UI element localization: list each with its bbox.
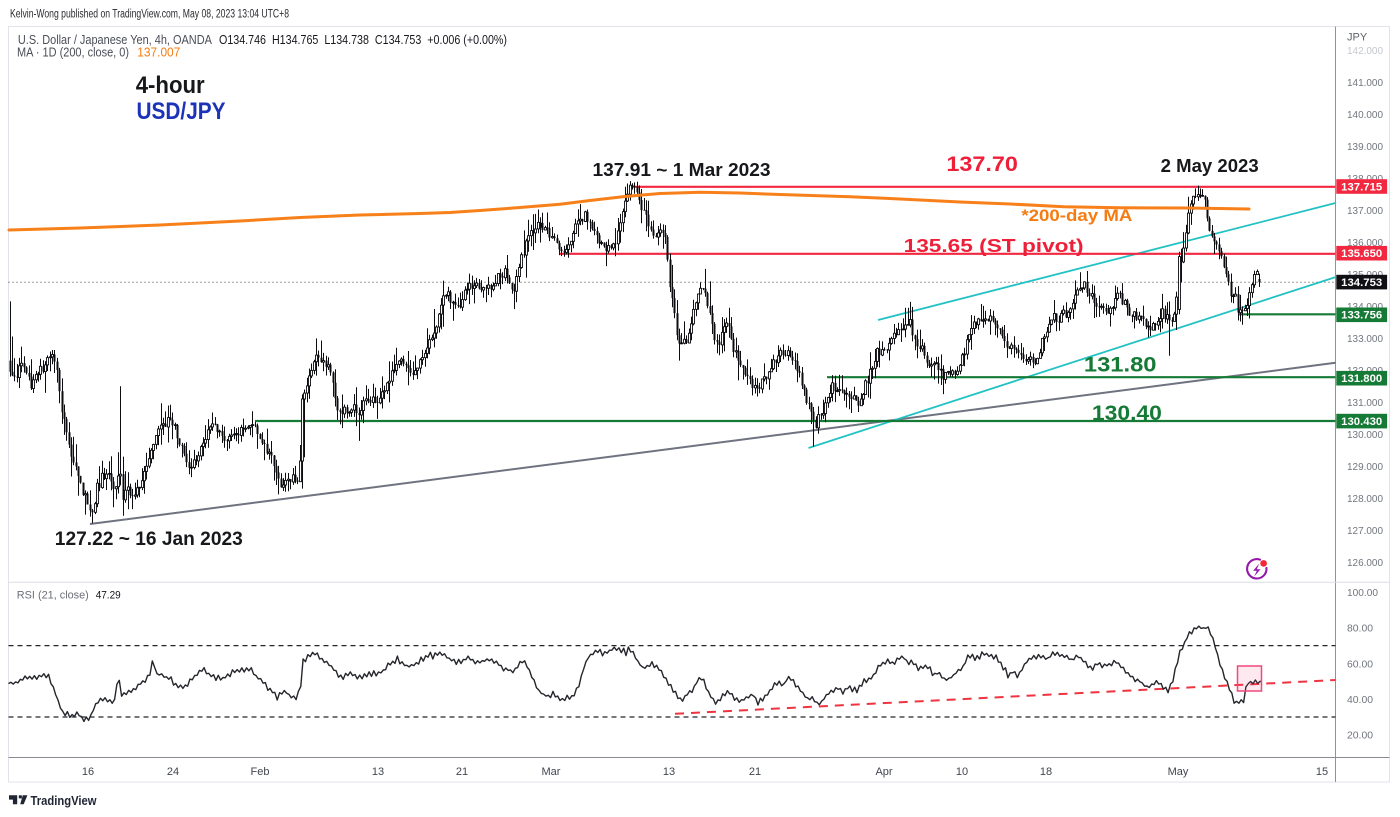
- svg-text:126.000: 126.000: [1347, 557, 1383, 569]
- svg-text:60.00: 60.00: [1347, 658, 1373, 670]
- svg-text:18: 18: [1040, 766, 1052, 778]
- svg-text:20.00: 20.00: [1347, 730, 1373, 742]
- svg-text:140.000: 140.000: [1347, 109, 1383, 121]
- svg-text:2 May 2023: 2 May 2023: [1161, 156, 1259, 176]
- svg-text:TradingView: TradingView: [31, 793, 98, 808]
- svg-text:141.000: 141.000: [1347, 77, 1383, 89]
- svg-text:21: 21: [456, 766, 468, 778]
- svg-text:Feb: Feb: [251, 766, 270, 778]
- svg-text:127.22 ~ 16 Jan 2023: 127.22 ~ 16 Jan 2023: [55, 529, 243, 550]
- svg-text:*200-day MA: *200-day MA: [1021, 206, 1132, 225]
- svg-text:47.29: 47.29: [96, 590, 121, 602]
- svg-text:137.007: 137.007: [137, 45, 180, 60]
- svg-text:137.715: 137.715: [1341, 181, 1382, 193]
- svg-text:135.650: 135.650: [1341, 248, 1382, 260]
- svg-text:137.70: 137.70: [946, 153, 1018, 176]
- svg-text:Apr: Apr: [875, 766, 892, 778]
- svg-text:16: 16: [82, 766, 94, 778]
- svg-text:134.753: 134.753: [1341, 277, 1382, 289]
- svg-text:80.00: 80.00: [1347, 623, 1373, 635]
- svg-text:21: 21: [749, 766, 761, 778]
- svg-text:137.000: 137.000: [1347, 205, 1383, 217]
- svg-text:RSI (21, close): RSI (21, close): [17, 590, 89, 602]
- svg-text:131.000: 131.000: [1347, 397, 1383, 409]
- svg-text:130.430: 130.430: [1341, 416, 1382, 428]
- svg-text:137.91 ~ 1 Mar 2023: 137.91 ~ 1 Mar 2023: [593, 160, 771, 180]
- svg-text:USD/JPY: USD/JPY: [137, 98, 226, 125]
- svg-text:Kelvin-Wong published on Tradi: Kelvin-Wong published on TradingView.com…: [10, 9, 289, 21]
- svg-text:142.000: 142.000: [1347, 45, 1383, 57]
- svg-text:13: 13: [663, 766, 675, 778]
- svg-text:24: 24: [167, 766, 179, 778]
- svg-text:4-hour: 4-hour: [136, 72, 205, 99]
- svg-text:130.000: 130.000: [1347, 429, 1383, 441]
- svg-text:100.00: 100.00: [1347, 587, 1378, 599]
- svg-text:131.800: 131.800: [1341, 373, 1382, 385]
- svg-text:131.80: 131.80: [1084, 354, 1157, 377]
- svg-text:133.756: 133.756: [1341, 310, 1382, 322]
- svg-text:128.000: 128.000: [1347, 493, 1383, 505]
- svg-text:JPY: JPY: [1347, 32, 1368, 44]
- svg-text:May: May: [1168, 766, 1189, 778]
- svg-text:127.000: 127.000: [1347, 525, 1383, 537]
- svg-text:40.00: 40.00: [1347, 694, 1373, 706]
- svg-text:O134.746 H134.765 L134.738: O134.746 H134.765 L134.738 C134.753 +0.0…: [219, 32, 507, 47]
- svg-text:MA · 1D (200, close, 0): MA · 1D (200, close, 0): [17, 45, 129, 60]
- svg-text:135.65 (ST pivot): 135.65 (ST pivot): [904, 236, 1084, 256]
- svg-text:U.S. Dollar / Japanese Yen, 4h: U.S. Dollar / Japanese Yen, 4h, OANDA: [18, 32, 212, 47]
- svg-text:130.40: 130.40: [1092, 402, 1162, 425]
- svg-text:13: 13: [372, 766, 384, 778]
- svg-text:Mar: Mar: [542, 766, 561, 778]
- svg-text:15: 15: [1316, 766, 1328, 778]
- svg-text:10: 10: [956, 766, 968, 778]
- svg-text:139.000: 139.000: [1347, 141, 1383, 153]
- svg-text:129.000: 129.000: [1347, 461, 1383, 473]
- svg-text:133.000: 133.000: [1347, 333, 1383, 345]
